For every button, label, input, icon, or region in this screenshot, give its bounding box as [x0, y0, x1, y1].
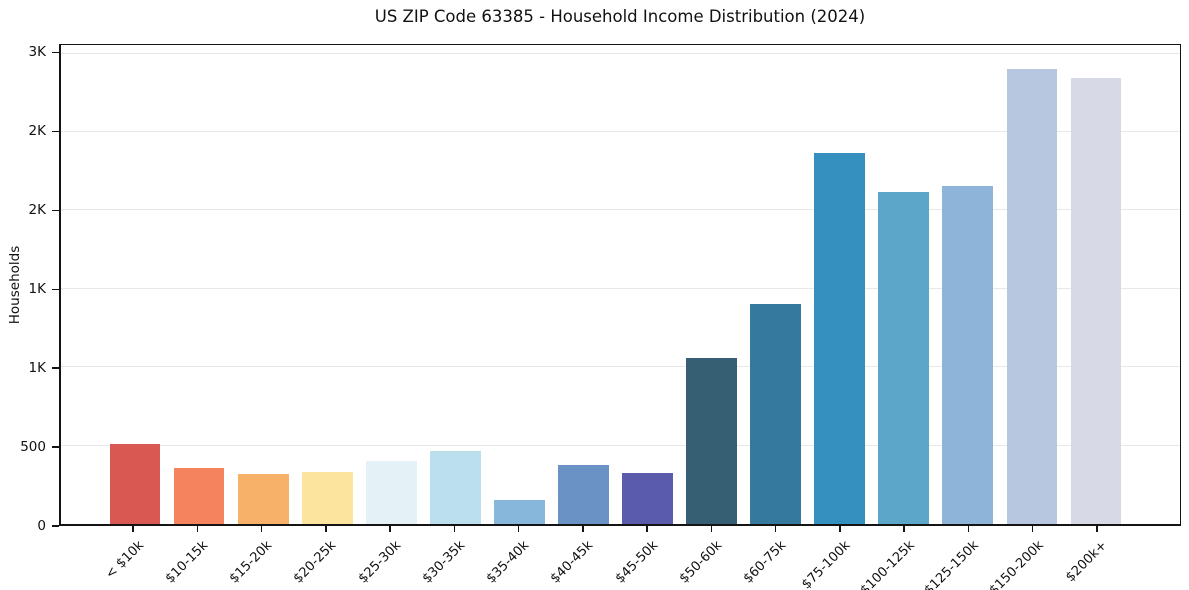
x-tick-mark	[839, 526, 841, 532]
x-tick-mark	[710, 526, 713, 532]
gridline	[61, 444, 1180, 446]
bar-$25-30k	[365, 461, 417, 524]
gridline	[61, 52, 1180, 54]
bar-slot	[1064, 45, 1128, 524]
bar-slot	[936, 45, 1000, 524]
bar-$150-200k	[1006, 69, 1058, 524]
x-tick-mark	[260, 526, 263, 532]
x-tick-mark	[196, 526, 199, 532]
y-tick-mark	[52, 209, 59, 212]
y-tick-mark	[52, 446, 59, 448]
bar-$15-20k	[237, 473, 289, 524]
bar-slot	[616, 45, 680, 524]
bar-slot	[872, 45, 936, 524]
x-tick-mark	[967, 526, 970, 532]
x-tick-label-wrap: $200k+	[950, 534, 1110, 585]
bar-slot	[551, 45, 615, 524]
y-tick-mark	[52, 130, 59, 133]
bar-$100-125k	[878, 192, 930, 524]
x-tick-mark	[389, 526, 391, 532]
gridline	[61, 287, 1180, 289]
bar-slot	[103, 45, 167, 524]
bar-$75-100k	[814, 153, 866, 524]
plot-area	[59, 44, 1181, 526]
bar-$45-50k	[622, 473, 673, 524]
y-tick-mark	[52, 288, 59, 291]
y-tick-mark	[52, 525, 59, 527]
bars	[103, 45, 1128, 524]
x-tick-mark	[325, 526, 327, 532]
bar-$20-25k	[301, 472, 353, 524]
bar-slot	[487, 45, 551, 524]
x-tick-mark	[453, 526, 456, 532]
y-tick-label: 3K	[28, 44, 46, 61]
bar-$60-75k	[750, 304, 802, 524]
y-tick-label: 500	[20, 438, 46, 455]
x-tick-mark	[1031, 526, 1034, 532]
bar-slot	[167, 45, 231, 524]
bar-slot	[359, 45, 423, 524]
bar-slot	[680, 45, 744, 524]
x-tick-mark	[517, 526, 520, 532]
y-tick-label: 2K	[28, 201, 46, 218]
gridline	[61, 209, 1180, 211]
bar-$50-60k	[686, 357, 737, 524]
bar-$30-35k	[429, 451, 481, 524]
x-tick-mark	[582, 526, 584, 532]
x-tick-mark	[774, 526, 777, 532]
bar-slot	[295, 45, 359, 524]
bar-slot	[231, 45, 295, 524]
bar-$200k+	[1070, 77, 1122, 524]
bar-slot	[808, 45, 872, 524]
x-tick-mark	[1096, 526, 1098, 532]
x-tick-mark	[903, 526, 905, 532]
bar-slot	[744, 45, 808, 524]
bar-$35-40k	[494, 499, 545, 524]
x-tick-label: $200k+	[1063, 538, 1111, 586]
chart-title: US ZIP Code 63385 - Household Income Dis…	[374, 7, 866, 26]
y-tick-mark	[52, 367, 59, 369]
y-tick-label: 2K	[28, 123, 46, 140]
y-tick-label: 0	[37, 517, 46, 534]
gridline	[61, 131, 1180, 133]
bar-slot	[423, 45, 487, 524]
y-tick-mark	[52, 51, 59, 54]
x-tick-mark	[132, 526, 134, 532]
bar-$10-15k	[173, 468, 225, 524]
y-tick-label: 1K	[28, 359, 46, 376]
bar-$125-150k	[942, 186, 994, 524]
y-tick-label: 1K	[28, 280, 46, 297]
bar-$40-45k	[558, 465, 609, 524]
bar-slot	[1000, 45, 1064, 524]
gridline	[61, 366, 1180, 368]
x-tick-mark	[646, 526, 648, 532]
bar-< $10k	[109, 444, 161, 524]
